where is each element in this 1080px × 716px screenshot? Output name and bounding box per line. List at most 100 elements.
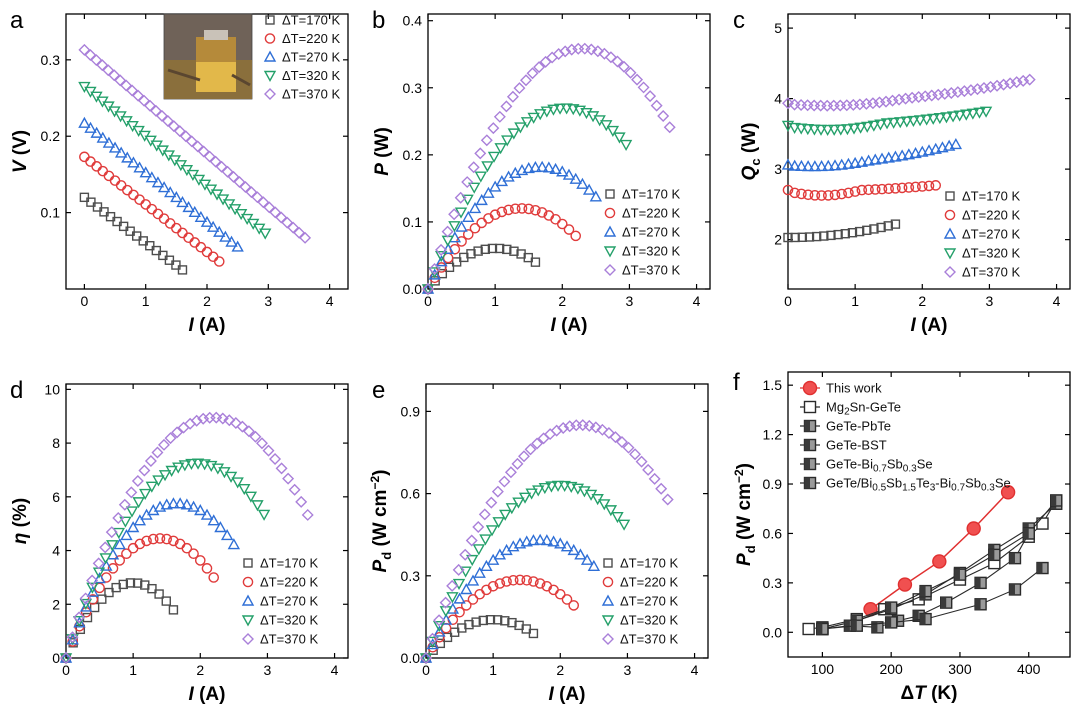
data-point xyxy=(808,124,821,136)
data-point xyxy=(847,228,858,238)
data-point xyxy=(161,115,174,127)
legend-label: GeTe-BST xyxy=(826,438,887,453)
data-point xyxy=(880,118,894,130)
data-point xyxy=(540,534,554,546)
data-point xyxy=(173,497,187,509)
data-point xyxy=(874,119,887,131)
legend-label: ΔT=370 K xyxy=(620,632,679,647)
data-point xyxy=(446,579,459,592)
data-point xyxy=(138,464,151,477)
data-point xyxy=(528,628,539,639)
data-point xyxy=(419,653,433,665)
data-point-half xyxy=(1023,527,1029,539)
data-point xyxy=(576,177,589,189)
y-tick-label: 2 xyxy=(774,232,782,248)
data-point xyxy=(480,134,493,147)
legend-label: ΔT=270 K xyxy=(622,225,681,240)
data-point xyxy=(894,117,907,129)
data-point xyxy=(151,176,165,188)
data-point xyxy=(953,110,966,122)
data-point xyxy=(114,74,127,87)
data-point xyxy=(560,103,573,115)
data-point-half xyxy=(988,549,995,561)
data-point xyxy=(168,535,179,547)
data-point xyxy=(617,60,630,73)
data-point xyxy=(545,481,558,493)
data-point xyxy=(479,534,492,546)
data-point xyxy=(559,45,572,58)
y-tick-label: 0.0 xyxy=(403,281,423,297)
data-point xyxy=(203,150,216,163)
data-point xyxy=(194,504,207,516)
data-point xyxy=(876,222,886,233)
data-point xyxy=(200,508,214,520)
data-point xyxy=(262,444,275,457)
data-point xyxy=(862,225,872,236)
legend-label: ΔT=320 K xyxy=(260,613,319,628)
data-point xyxy=(854,122,867,134)
data-point xyxy=(459,548,472,561)
panel-letter: a xyxy=(10,7,24,34)
data-point xyxy=(546,51,559,64)
data-point xyxy=(161,596,171,606)
data-point xyxy=(171,260,181,270)
data-point xyxy=(801,99,814,112)
x-tick-label: 4 xyxy=(693,293,701,309)
data-point xyxy=(452,563,465,576)
data-point xyxy=(801,160,815,172)
data-point xyxy=(120,79,133,92)
data-point xyxy=(140,199,151,210)
data-point xyxy=(433,621,446,633)
data-point xyxy=(492,615,503,625)
data-point xyxy=(420,652,432,664)
data-point xyxy=(907,115,920,128)
legend-marker xyxy=(601,615,615,627)
x-tick-label: 1 xyxy=(142,293,150,309)
data-point xyxy=(542,161,556,173)
data-point xyxy=(514,574,526,586)
data-point xyxy=(916,145,929,157)
data-point xyxy=(183,232,194,244)
data-point xyxy=(880,95,892,108)
data-point xyxy=(847,98,860,111)
data-point xyxy=(299,231,312,244)
data-point xyxy=(188,205,201,218)
data-point xyxy=(530,204,541,216)
data-point xyxy=(875,152,889,164)
data-point xyxy=(500,100,513,113)
data-point-half xyxy=(940,597,947,609)
data-point xyxy=(600,120,613,132)
data-point-half xyxy=(975,577,981,589)
data-point xyxy=(897,577,913,592)
data-point xyxy=(493,110,506,123)
data-point xyxy=(843,187,854,199)
data-point xyxy=(902,148,916,160)
data-point xyxy=(580,553,594,565)
data-point xyxy=(200,215,214,227)
data-point xyxy=(862,154,875,166)
data-point xyxy=(473,566,486,578)
data-point xyxy=(568,600,580,611)
data-point xyxy=(177,265,188,275)
data-point xyxy=(269,206,282,219)
legend-label: ΔT=220 K xyxy=(962,208,1021,223)
data-point xyxy=(498,475,511,488)
data-point xyxy=(631,73,644,86)
inset-photo xyxy=(163,13,253,100)
data-point xyxy=(611,55,624,68)
data-point xyxy=(828,159,842,171)
data-point xyxy=(487,243,498,254)
data-point xyxy=(475,193,488,206)
panel-b: 0 1 2 3 4 0.0 0.1 0.2 0.3 0.4 b I (A) P (W) ΔT=170 K Δ… xyxy=(372,7,711,336)
data-point xyxy=(79,151,90,163)
data-point xyxy=(155,109,168,122)
data-point xyxy=(79,598,92,610)
data-point xyxy=(86,585,100,597)
data-point xyxy=(802,622,815,636)
data-point xyxy=(619,139,633,151)
y-tick-label: 4 xyxy=(52,543,60,559)
data-point xyxy=(147,533,159,545)
data-point xyxy=(476,217,488,229)
x-axis-label: I (A) xyxy=(549,684,586,705)
